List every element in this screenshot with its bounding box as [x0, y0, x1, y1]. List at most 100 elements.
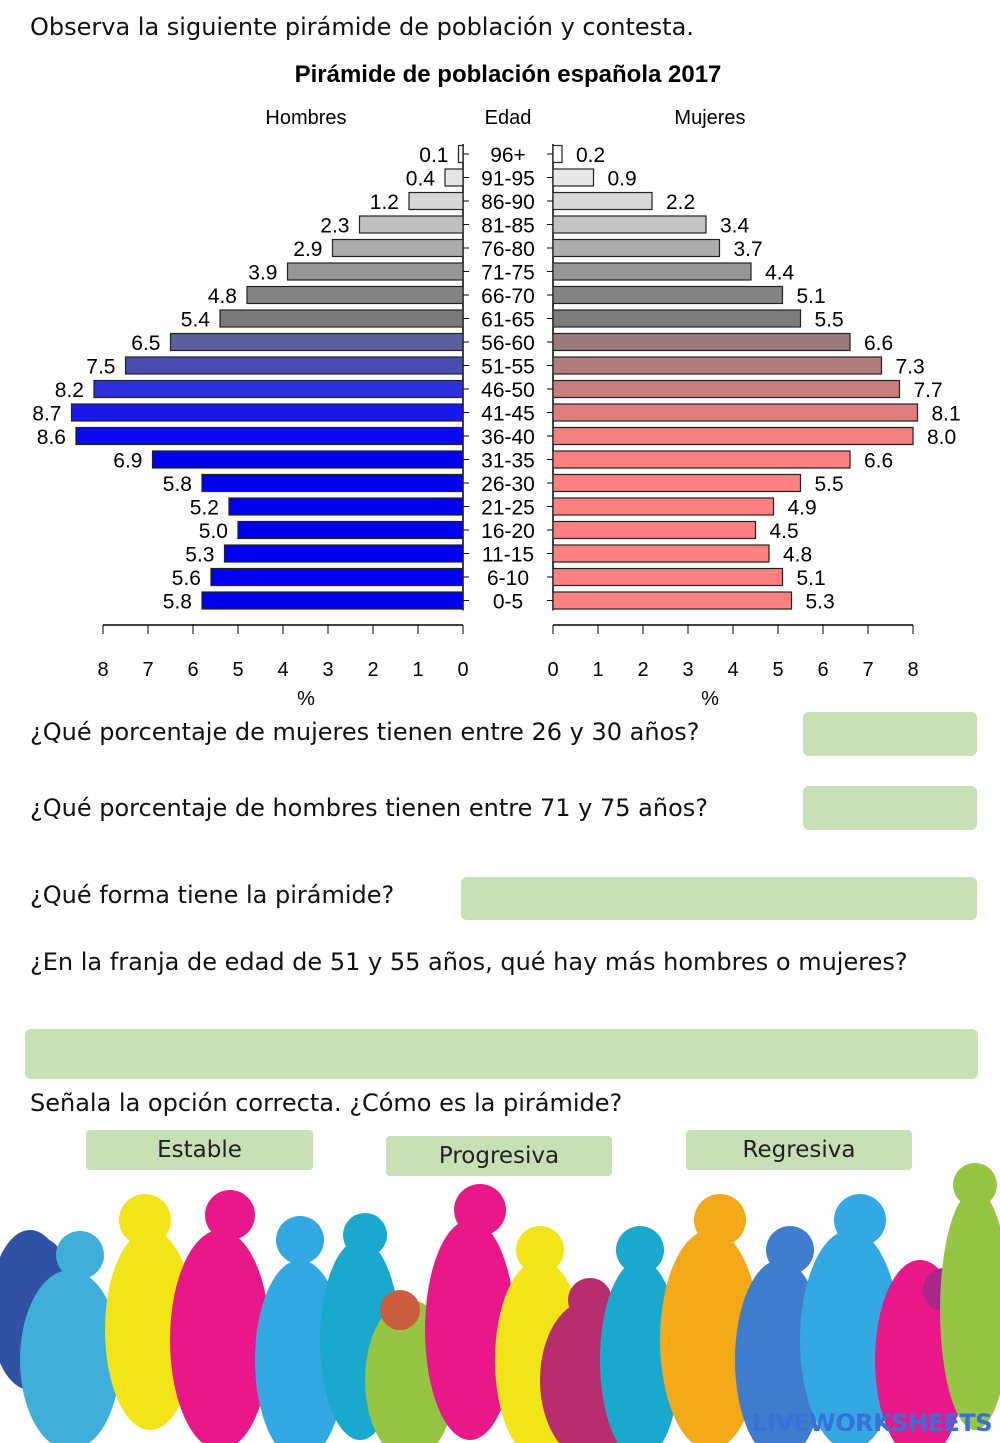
- value-label-hombres-26-30: 5.8: [163, 473, 192, 496]
- value-label-mujeres-51-55: 7.3: [896, 356, 925, 379]
- value-label-mujeres-66-70: 5.1: [797, 285, 826, 308]
- value-label-mujeres-81-85: 3.4: [720, 215, 750, 238]
- age-label-11-15: 11-15: [482, 544, 534, 567]
- x-tick-label-right: 4: [727, 659, 738, 681]
- value-label-hombres-46-50: 8.2: [55, 379, 84, 402]
- value-label-mujeres-11-15: 4.8: [783, 544, 812, 567]
- bar-mujeres-91-95: [552, 168, 595, 187]
- x-tick-label-left: 2: [367, 659, 378, 681]
- bar-mujeres-26-30: [552, 473, 802, 493]
- age-label-66-70: 66-70: [481, 285, 535, 308]
- value-label-mujeres-96+: 0.2: [576, 144, 605, 167]
- x-tick-label-left: 0: [457, 659, 468, 681]
- value-label-hombres-56-60: 6.5: [131, 332, 160, 355]
- bar-hombres-61-65: [219, 309, 464, 328]
- age-label-46-50: 46-50: [481, 379, 535, 402]
- value-label-mujeres-21-25: 4.9: [788, 497, 817, 520]
- x-tick-label-left: 6: [187, 659, 198, 681]
- x-tick-label-left: 8: [97, 659, 108, 681]
- bar-mujeres-16-20: [552, 520, 757, 540]
- age-label-31-35: 31-35: [481, 450, 535, 473]
- answer-input-4[interactable]: [25, 1029, 978, 1079]
- bar-mujeres-51-55: [552, 356, 883, 375]
- value-label-hombres-11-15: 5.3: [185, 544, 214, 567]
- x-tick-label-right: 3: [682, 659, 693, 681]
- value-label-mujeres-61-65: 5.5: [815, 309, 844, 332]
- value-label-hombres-61-65: 5.4: [181, 309, 211, 332]
- x-tick-label-left: 1: [412, 659, 423, 681]
- x-tick-label-right: 1: [592, 659, 603, 681]
- value-label-hombres-36-40: 8.6: [37, 426, 66, 449]
- bar-hombres-91-95: [444, 168, 464, 187]
- question-4: ¿En la franja de edad de 51 y 55 años, q…: [30, 948, 908, 976]
- value-label-hombres-66-70: 4.8: [208, 285, 237, 308]
- value-label-mujeres-36-40: 8.0: [927, 426, 956, 449]
- value-label-hombres-76-80: 2.9: [293, 238, 322, 261]
- value-label-hombres-96+: 0.1: [419, 144, 448, 167]
- age-label-6-10: 6-10: [487, 567, 529, 590]
- bar-mujeres-86-90: [552, 191, 653, 211]
- age-label-0-5: 0-5: [493, 591, 523, 614]
- bar-hombres-31-35: [151, 450, 464, 469]
- x-tick-label-left: 5: [232, 659, 243, 681]
- legend-mujeres: Mujeres: [674, 107, 745, 129]
- value-label-hombres-41-45: 8.7: [32, 403, 61, 426]
- age-label-96+: 96+: [490, 144, 526, 167]
- x-tick-label-right: 5: [772, 659, 783, 681]
- value-label-mujeres-46-50: 7.7: [914, 379, 943, 402]
- question-3: ¿Qué forma tiene la pirámide?: [30, 881, 395, 909]
- age-label-36-40: 36-40: [481, 426, 535, 449]
- value-label-mujeres-6-10: 5.1: [797, 567, 826, 590]
- x-tick-label-right: 0: [547, 659, 558, 681]
- bar-hombres-36-40: [75, 426, 464, 446]
- age-label-91-95: 91-95: [481, 168, 535, 191]
- value-label-hombres-0-5: 5.8: [163, 591, 192, 614]
- age-label-71-75: 71-75: [481, 262, 535, 285]
- age-label-86-90: 86-90: [481, 191, 535, 214]
- value-label-mujeres-91-95: 0.9: [608, 168, 637, 191]
- option-regresiva[interactable]: Regresiva: [686, 1130, 912, 1170]
- chart-title: Pirámide de población española 2017: [295, 61, 722, 88]
- option-estable[interactable]: Estable: [86, 1130, 313, 1170]
- value-label-mujeres-0-5: 5.3: [806, 591, 835, 614]
- bar-hombres-11-15: [223, 544, 464, 563]
- question-2: ¿Qué porcentaje de hombres tienen entre …: [30, 794, 709, 822]
- bar-hombres-6-10: [210, 567, 464, 587]
- instruction-text: Observa la siguiente pirámide de poblaci…: [30, 13, 694, 41]
- answer-input-1[interactable]: [803, 712, 977, 756]
- answer-input-3[interactable]: [461, 877, 977, 920]
- value-label-mujeres-56-60: 6.6: [864, 332, 893, 355]
- value-label-hombres-71-75: 3.9: [248, 262, 277, 285]
- x-axis-label-left: %: [297, 688, 315, 710]
- age-label-56-60: 56-60: [481, 332, 535, 355]
- bar-mujeres-11-15: [552, 544, 770, 563]
- age-label-41-45: 41-45: [481, 403, 535, 426]
- age-label-21-25: 21-25: [481, 497, 535, 520]
- bar-mujeres-21-25: [552, 497, 775, 516]
- value-label-hombres-91-95: 0.4: [406, 168, 436, 191]
- bar-hombres-41-45: [70, 403, 464, 422]
- bar-mujeres-81-85: [552, 215, 707, 234]
- liveworksheets-logo: LIVEWORKSHEETS: [752, 1409, 992, 1437]
- value-label-hombres-51-55: 7.5: [86, 356, 115, 379]
- bar-mujeres-0-5: [552, 591, 793, 610]
- age-label-76-80: 76-80: [481, 238, 535, 261]
- choice-prompt: Señala la opción correcta. ¿Cómo es la p…: [30, 1089, 623, 1117]
- value-label-mujeres-71-75: 4.4: [765, 262, 795, 285]
- bar-hombres-66-70: [246, 285, 464, 305]
- age-label-81-85: 81-85: [481, 215, 535, 238]
- value-label-hombres-16-20: 5.0: [199, 520, 228, 543]
- bar-hombres-46-50: [93, 379, 464, 399]
- bar-mujeres-36-40: [552, 426, 914, 446]
- x-tick-label-right: 2: [637, 659, 648, 681]
- option-progresiva[interactable]: Progresiva: [386, 1136, 612, 1176]
- value-label-mujeres-16-20: 4.5: [770, 520, 799, 543]
- answer-input-2[interactable]: [803, 786, 977, 830]
- age-label-26-30: 26-30: [481, 473, 535, 496]
- bar-mujeres-6-10: [552, 567, 784, 587]
- value-label-mujeres-26-30: 5.5: [815, 473, 844, 496]
- bar-mujeres-76-80: [552, 238, 721, 258]
- bar-hombres-76-80: [331, 238, 464, 258]
- bar-mujeres-61-65: [552, 309, 802, 328]
